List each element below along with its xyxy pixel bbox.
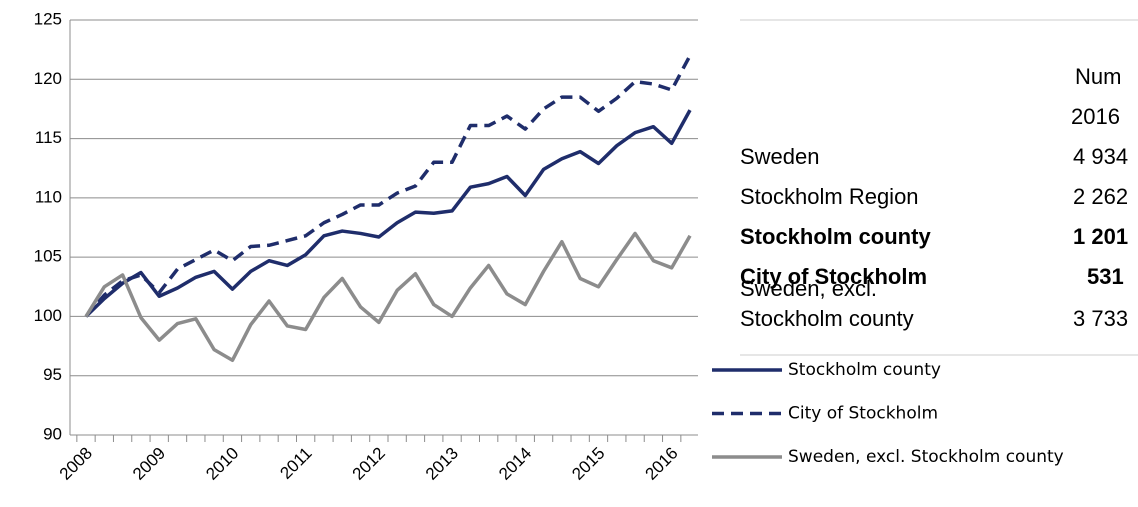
row-value: 4 934 [1073,144,1128,169]
x-tick-label: 2010 [202,444,242,484]
series-line [84,54,692,318]
y-tick-label: 100 [34,306,62,325]
y-tick-label: 90 [43,424,62,443]
legend-label: Sweden, excl. Stockholm county [788,447,1064,467]
row-label: Sweden [740,144,820,169]
row-value: 1 201 [1073,224,1128,249]
row-value: 3 733 [1073,306,1128,331]
series-line [84,231,692,363]
x-tick-label: 2009 [129,444,169,484]
x-tick-label: 2011 [276,444,315,483]
y-tick-label: 110 [35,187,62,206]
y-tick-label: 115 [35,128,62,147]
x-tick-label: 2016 [642,444,682,484]
row-label: Sweden, excl. [740,276,877,301]
row-label: Stockholm county [740,306,914,331]
y-tick-label: 105 [34,247,62,266]
legend-label: City of Stockholm [788,404,938,424]
table-header: 2016 [1071,104,1120,129]
row-label: Stockholm Region [740,184,919,209]
y-tick-label: 120 [34,69,62,88]
row-value: 531 [1087,264,1124,289]
x-tick-label: 2012 [349,444,389,484]
table-header: Num [1075,64,1121,89]
row-label: City of Stockholm [740,264,927,289]
x-tick-label: 2013 [422,444,462,484]
y-tick-label: 125 [34,9,62,28]
x-tick-label: 2008 [56,444,96,484]
row-label: Stockholm county [740,224,931,249]
legend-label: Stockholm county [788,360,941,380]
x-tick-label: 2014 [495,444,535,484]
series-line [84,109,692,318]
x-tick-label: 2015 [568,444,608,484]
y-tick-label: 95 [43,365,62,384]
row-value: 2 262 [1073,184,1128,209]
